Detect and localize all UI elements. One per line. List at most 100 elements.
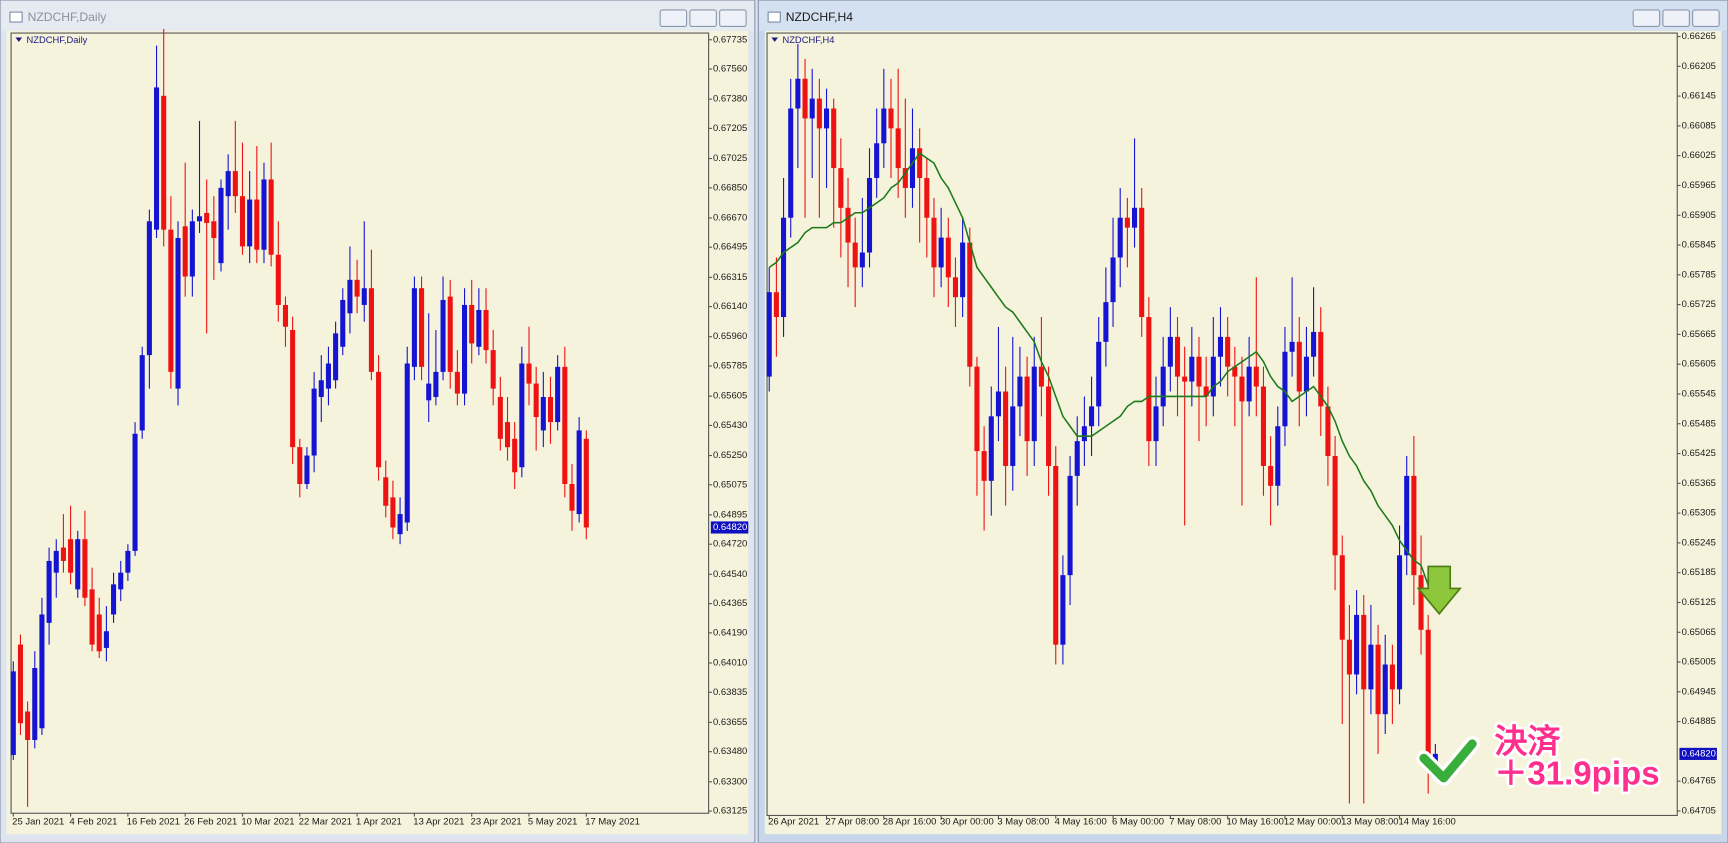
y-tick-label: 0.63300 <box>713 776 747 787</box>
candle-body <box>1053 465 1059 645</box>
y-tick-label: 0.65365 <box>1682 478 1716 489</box>
candle-body <box>1017 376 1023 407</box>
y-tick-label: 0.65965 <box>1682 180 1716 191</box>
candle-body <box>519 363 525 468</box>
current-price-box <box>710 521 749 534</box>
candle-body <box>433 371 439 397</box>
candle-body <box>1174 336 1181 377</box>
y-tick-label: 0.65725 <box>1682 299 1716 310</box>
candle-body <box>945 237 951 278</box>
candle-body <box>569 483 575 511</box>
candle-body <box>376 371 382 468</box>
x-tick-label: 30 Apr 00:00 <box>940 817 994 828</box>
maximize-button[interactable] <box>689 9 717 27</box>
candle-body <box>447 296 453 372</box>
candle-body <box>290 330 296 448</box>
candle-body <box>454 371 460 394</box>
candle-body <box>419 288 425 367</box>
y-tick-label: 0.63655 <box>713 717 747 728</box>
title-bar <box>1 1 754 31</box>
chart-title: NZDCHF,Daily <box>27 35 88 45</box>
y-tick-label: 0.65125 <box>1682 597 1716 608</box>
maximize-button[interactable] <box>1662 9 1690 27</box>
y-tick-label: 0.67560 <box>713 64 747 75</box>
candle-body <box>1382 664 1388 715</box>
candle-body <box>354 279 360 297</box>
candle-body <box>809 98 815 119</box>
candle-body <box>838 168 844 208</box>
current-price-label: 0.64820 <box>1682 748 1716 759</box>
y-tick-label: 0.66315 <box>713 272 747 283</box>
candle-body <box>1117 217 1123 258</box>
candle-body <box>1139 207 1145 318</box>
y-tick-label: 0.65430 <box>713 420 747 431</box>
candle-body <box>881 108 887 144</box>
candle-body <box>1225 336 1231 367</box>
y-tick-label: 0.66145 <box>1682 91 1716 102</box>
candle-body <box>196 216 203 222</box>
candle-body <box>1217 336 1224 357</box>
window-title: NZDCHF,H4 <box>786 10 854 24</box>
y-tick-label: 0.64885 <box>1682 716 1716 727</box>
candle-body <box>1038 366 1044 387</box>
x-tick-label: 4 Feb 2021 <box>69 817 117 828</box>
candle-body <box>1389 664 1395 690</box>
candle-body <box>239 196 246 247</box>
chart-title: NZDCHF,H4 <box>782 35 834 45</box>
candle-body <box>1031 366 1037 442</box>
x-tick-label: 7 May 08:00 <box>1169 817 1221 828</box>
candle-body <box>361 288 367 305</box>
candle-body <box>404 363 410 523</box>
x-tick-label: 13 May 08:00 <box>1341 817 1398 828</box>
candle-body <box>440 299 446 372</box>
candle-body <box>247 199 253 247</box>
y-tick-label: 0.64365 <box>713 598 747 609</box>
close-button[interactable] <box>719 9 747 27</box>
candle-body <box>32 668 38 740</box>
candle-body <box>1311 331 1317 357</box>
candle-body <box>1103 302 1109 342</box>
candle-body <box>1160 366 1166 407</box>
y-tick-label: 0.67205 <box>713 123 747 134</box>
candle-body <box>816 98 822 129</box>
sell-arrow-icon <box>1416 565 1462 616</box>
minimize-button[interactable] <box>1632 9 1661 27</box>
y-tick-label: 0.67380 <box>713 94 747 105</box>
y-tick-label: 0.63125 <box>713 806 747 817</box>
annotation: ＋31.9pips <box>1494 756 1659 793</box>
close-button[interactable] <box>1692 9 1720 27</box>
candle-body <box>1354 614 1360 675</box>
candle-body <box>504 422 511 448</box>
candle-body <box>390 497 396 528</box>
candle-body <box>1296 341 1302 392</box>
candle-body <box>888 108 894 129</box>
chart-menu-triangle <box>15 37 23 42</box>
candle-body <box>211 221 217 239</box>
candle-body <box>411 288 417 367</box>
y-tick-label: 0.65845 <box>1682 240 1716 251</box>
candle-body <box>540 396 546 431</box>
y-tick-label: 0.66265 <box>1682 31 1716 42</box>
candle-body <box>1046 386 1052 466</box>
candle-body <box>1203 386 1209 397</box>
candle-body <box>831 108 837 169</box>
candle-body <box>175 238 181 389</box>
x-tick-label: 23 Apr 2021 <box>471 817 522 828</box>
x-tick-label: 5 May 2021 <box>528 817 577 828</box>
candle-body <box>1124 217 1130 228</box>
candle-body <box>823 108 830 129</box>
y-tick-label: 0.63480 <box>713 746 747 757</box>
minimize-button[interactable] <box>659 9 688 27</box>
candle-body <box>909 148 916 188</box>
candle-body <box>1368 644 1374 690</box>
candle-body <box>788 108 794 218</box>
candle-body <box>282 304 289 327</box>
candle-body <box>931 217 937 268</box>
candle-body <box>340 299 346 347</box>
y-tick-label: 0.64010 <box>713 657 747 668</box>
candle-body <box>268 179 274 255</box>
candle-body <box>39 614 45 729</box>
y-tick-label: 0.64895 <box>713 509 747 520</box>
title-bar <box>759 1 1727 31</box>
y-tick-label: 0.65425 <box>1682 448 1716 459</box>
